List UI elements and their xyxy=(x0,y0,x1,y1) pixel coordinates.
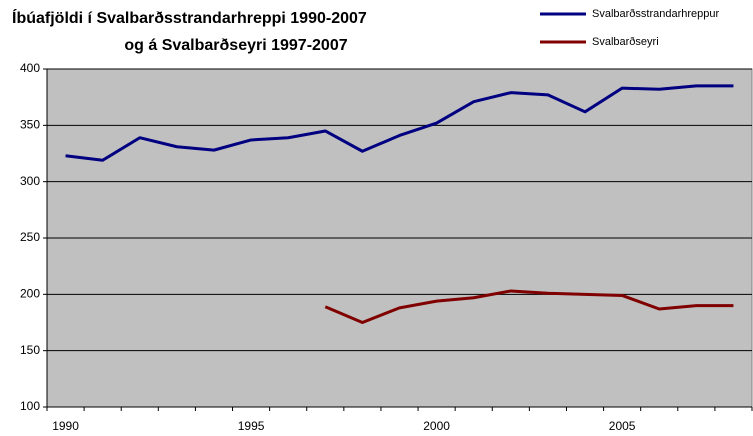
series-line xyxy=(324,289,734,324)
series-line xyxy=(65,84,734,162)
y-tick-label: 400 xyxy=(20,61,40,75)
legend-label: Svalbarðseyri xyxy=(592,36,659,48)
chart-title: Íbúafjöldi í Svalbarðsstrandarhreppi 199… xyxy=(12,8,367,27)
x-tick-label: 2000 xyxy=(423,419,450,433)
y-tick-label: 250 xyxy=(20,230,40,244)
y-tick-label: 200 xyxy=(20,287,40,301)
y-tick-label: 150 xyxy=(20,343,40,357)
y-tick-label: 300 xyxy=(20,174,40,188)
x-tick-label: 1995 xyxy=(238,419,265,433)
y-tick-label: 100 xyxy=(20,399,40,413)
x-tick-label: 1990 xyxy=(52,419,79,433)
y-tick-label: 350 xyxy=(20,118,40,132)
legend-label: Svalbarðsstrandarhreppur xyxy=(592,8,720,20)
x-tick-label: 2005 xyxy=(609,419,636,433)
chart-title: og á Svalbarðseyri 1997-2007 xyxy=(124,37,347,54)
